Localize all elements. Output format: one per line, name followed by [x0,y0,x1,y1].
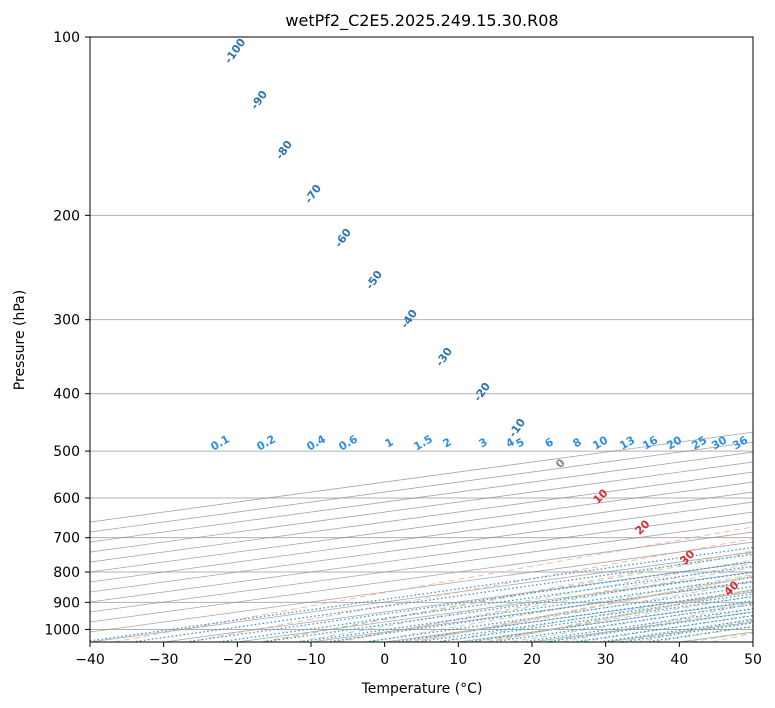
wide-adiabat-line [487,588,753,642]
x-tick-label: 0 [380,652,389,668]
y-tick-label: 500 [53,444,80,460]
chart-title: wetPf2_C2E5.2025.249.15.30.R08 [285,11,558,31]
y-axis-title: Pressure (hPa) [12,290,28,390]
pressure-gridlines [90,36,753,630]
isotherm-line [90,461,753,553]
isotherm-line [90,531,753,623]
isotherm-line [90,481,753,573]
x-tick-label: 50 [744,652,762,668]
mixing-ratio-line [467,600,753,642]
plot-area: -100-90-80-70-60-50-40-30-20-100.1 0.2 0.4… [90,37,753,642]
mixing-ratio-line [522,608,753,642]
x-tick-label: 10 [449,652,467,668]
x-tick-label: −20 [223,652,253,668]
wide-adiabats [412,575,753,642]
moist-adiabat-line [400,581,753,642]
mixing-ratio-line [492,603,753,642]
y-tick-label: 600 [53,491,80,507]
y-tick-label: 200 [53,208,80,224]
mixing-ratio-line [546,611,753,642]
x-tick-label: −10 [296,652,326,668]
x-axis: −40 −30 −20 −10 0 10 20 30 40 50 [75,642,762,668]
dry-adiabat-line [114,526,753,642]
y-tick-label: 1000 [44,622,80,638]
dry-adiabat-line [188,538,753,642]
isotherm-line [90,511,753,603]
wide-adiabat-line [412,575,753,642]
mixing-ratio-line [417,593,753,642]
isotherm-line [90,451,753,543]
moist-adiabats [257,552,753,642]
isotherm-line [90,491,753,583]
moist-adiabat-line [435,588,753,642]
x-tick-label: −40 [75,652,105,668]
mixing-ratio-line [185,561,753,642]
isotherm-line [90,501,753,593]
plot-frame [89,36,754,643]
mixing-ratio-line [436,595,753,642]
mixing-ratio-line [131,553,753,642]
dry-adiabat-line [338,562,753,642]
x-tick-label: 30 [597,652,615,668]
y-tick-label: 400 [53,387,80,403]
moist-adiabat-line [364,574,753,642]
y-tick-label: 300 [53,313,80,329]
mixing-ratio-line [90,546,753,642]
x-tick-label: 20 [523,652,541,668]
mixing-ratio-lines [90,546,753,642]
x-axis-title: Temperature (°C) [361,681,483,697]
y-axis: 100 200 300 400 500 600 700 800 900 1000 [44,30,90,638]
y-tick-label: 900 [53,595,80,611]
moist-adiabat-line [470,595,753,642]
x-tick-label: 40 [670,652,688,668]
x-tick-label: −30 [149,652,179,668]
isotherm-line [90,471,753,563]
y-tick-label: 800 [53,565,80,581]
y-tick-label: 100 [53,30,80,46]
isotherm-line [90,521,753,613]
moist-adiabat-line [329,566,753,642]
isotherms [90,431,753,642]
y-tick-label: 700 [53,531,80,547]
